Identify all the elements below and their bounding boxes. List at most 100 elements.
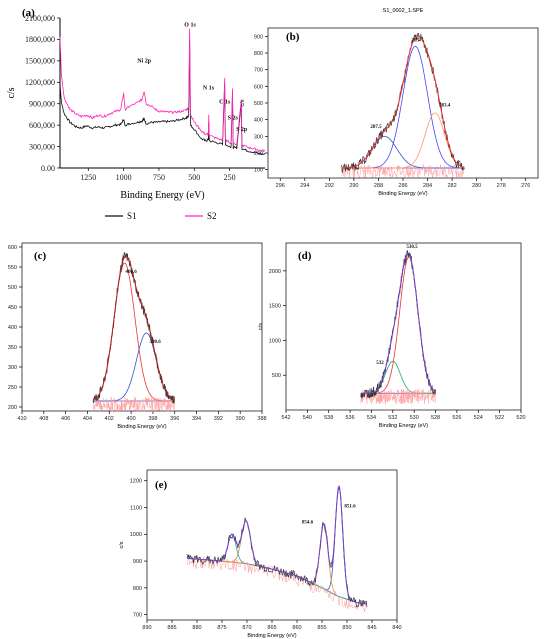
series-line-S2 (59, 28, 266, 153)
y-tick-label: 600 (8, 245, 17, 251)
y-tick-label: 100 (254, 168, 263, 174)
series-line-S1 (59, 39, 266, 156)
panel-label: (a) (22, 7, 35, 19)
peak-annotation: 283.4 (439, 103, 451, 108)
x-axis-label: Binding Energy (eV) (117, 424, 166, 430)
y-tick-label: 200 (254, 151, 263, 157)
component-peak (186, 523, 368, 605)
x-tick-label: 750 (153, 173, 165, 182)
x-tick-label: 850 (342, 625, 351, 631)
peak-annotation: 400.6 (125, 270, 137, 275)
x-tick-label: 540 (303, 415, 312, 421)
x-tick-label: 532 (388, 415, 397, 421)
x-tick-label: 292 (325, 183, 334, 189)
plot-frame (21, 242, 263, 412)
peak-annotation: O 1s (184, 23, 196, 29)
x-tick-label: 875 (217, 625, 226, 631)
x-tick-label: 392 (214, 416, 223, 422)
x-axis-label: Binding Energy (eV) (378, 191, 427, 197)
y-tick-label: 700 (254, 68, 263, 74)
x-tick-label: 404 (83, 416, 92, 422)
y-tick-label: 200 (8, 405, 17, 411)
x-tick-label: 280 (472, 183, 481, 189)
y-tick-label: 1100 (130, 505, 142, 511)
peak-annotation: 532 (376, 361, 384, 366)
x-tick-label: 410 (17, 416, 26, 422)
peak-annotation: 398.6 (149, 340, 161, 345)
x-tick-label: 520 (516, 415, 525, 421)
panel-b (265, 27, 539, 181)
y-tick-label: 300,000 (29, 142, 55, 151)
x-tick-label: 855 (317, 625, 326, 631)
panel-label: (e) (155, 479, 168, 491)
residual-line (360, 388, 436, 405)
panel-e (144, 469, 398, 623)
y-tick-label: 450 (8, 305, 17, 311)
panel-label: (d) (298, 250, 312, 262)
x-tick-label: 294 (300, 183, 309, 189)
envelope-fit-line (360, 252, 436, 394)
peak-annotation: N 1s (203, 85, 215, 91)
x-tick-label: 840 (392, 625, 401, 631)
y-tick-label: 1000 (269, 338, 281, 344)
peak-annotation: S 2s (228, 115, 239, 121)
raw-data-line (186, 486, 368, 608)
y-tick-label: 350 (8, 345, 17, 351)
x-tick-label: 880 (192, 625, 201, 631)
y-axis-label: c/s (240, 99, 246, 106)
y-tick-label: 1800,000 (25, 35, 55, 44)
x-tick-label: 865 (267, 625, 276, 631)
x-tick-label: 890 (142, 625, 151, 631)
x-tick-label: 286 (398, 183, 407, 189)
x-tick-label: 284 (423, 183, 432, 189)
peak-annotation: 854.6 (302, 521, 314, 526)
x-tick-label: 288 (374, 183, 383, 189)
x-tick-label: 536 (345, 415, 354, 421)
y-tick-label: 500 (272, 373, 281, 379)
residual-line (341, 164, 465, 179)
peak-annotation: 287.5 (370, 125, 382, 130)
panel-label: (c) (34, 250, 47, 262)
y-tick-label: 600 (254, 84, 263, 90)
x-tick-label: 534 (367, 415, 376, 421)
x-tick-label: 250 (224, 173, 236, 182)
x-tick-label: 278 (497, 183, 506, 189)
y-tick-label: 500 (254, 101, 263, 107)
x-tick-label: 388 (257, 416, 266, 422)
y-tick-label: 600,000 (29, 121, 55, 130)
x-tick-label: 400 (126, 416, 135, 422)
envelope-fit-line (186, 485, 368, 605)
residual-line (186, 555, 368, 613)
component-peak (341, 112, 465, 169)
y-tick-label: 0.00 (41, 164, 55, 173)
y-tick-label: 1500,000 (25, 57, 55, 66)
x-tick-label: 526 (452, 415, 461, 421)
panel-c (19, 242, 263, 414)
envelope-fit-line (341, 35, 465, 169)
x-tick-label: 402 (105, 416, 114, 422)
y-tick-label: 1200,000 (25, 78, 55, 87)
peak-annotation: 530.5 (406, 245, 418, 250)
y-tick-label: 400 (8, 325, 17, 331)
panel-a (57, 17, 266, 217)
panel-d (283, 242, 522, 413)
plot-frame (267, 27, 539, 179)
y-tick-label: 300 (254, 134, 263, 140)
x-tick-label: 542 (281, 415, 290, 421)
y-tick-label: 2000 (269, 269, 281, 275)
x-tick-label: 276 (521, 183, 530, 189)
x-tick-label: 538 (324, 415, 333, 421)
x-axis-label: Binding Energy (eV) (379, 423, 428, 429)
x-tick-label: 1250 (80, 173, 96, 182)
x-tick-label: 396 (170, 416, 179, 422)
x-tick-label: 296 (276, 183, 285, 189)
component-peak (92, 332, 175, 402)
x-tick-label: 390 (236, 416, 245, 422)
y-tick-label: 500 (8, 285, 17, 291)
x-tick-label: 528 (431, 415, 440, 421)
component-peak (186, 520, 368, 605)
y-tick-label: 2100,000 (25, 14, 55, 23)
x-tick-label: 845 (367, 625, 376, 631)
y-axis-label: c/s (119, 541, 125, 548)
